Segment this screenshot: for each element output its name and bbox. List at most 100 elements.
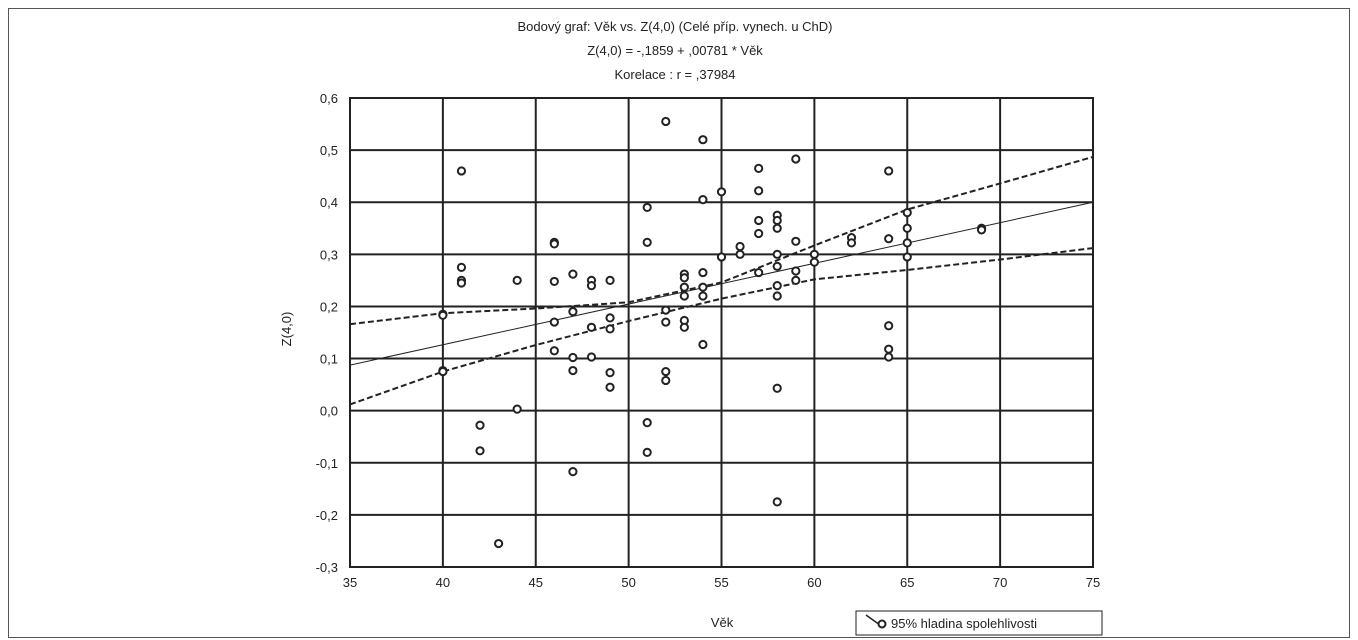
regression-line [349,201,1094,366]
y-tick-label: 0,1 [320,352,338,367]
data-point [884,352,894,362]
data-point [884,321,894,331]
data-point [772,249,782,259]
x-tick-label: 65 [900,575,914,590]
data-point [902,238,912,248]
data-point [661,305,671,315]
data-point [456,278,467,288]
y-axis-label: Z(4,0) [279,312,294,347]
data-point [809,249,819,259]
data-point [754,215,764,226]
data-point [605,324,615,334]
data-point [772,223,782,233]
legend-marker-icon [877,619,887,629]
data-point [679,322,689,332]
data-point [456,166,467,176]
data-point [568,365,578,376]
data-point [772,281,782,291]
data-point [846,238,857,248]
y-tick-label: -0,3 [316,560,338,575]
x-tick-label: 35 [343,575,357,590]
y-tick-label: 0,5 [320,143,338,158]
data-point [605,275,615,285]
x-tick-label: 75 [1086,575,1100,590]
chart-frame [8,8,1350,638]
data-point [661,375,671,386]
data-point [884,234,894,244]
data-point [605,313,615,323]
data-point [902,252,912,262]
legend: 95% hladina spolehlivosti [855,610,1103,636]
y-tick-label: 0,6 [320,91,338,106]
chart-title: Bodový graf: Věk vs. Z(4,0) (Celé příp. … [517,19,832,34]
y-tick-label: -0,1 [316,456,338,471]
data-point [809,257,819,267]
data-point [586,322,597,332]
data-point [716,187,727,197]
data-point [754,267,764,278]
confidence-band [349,155,1094,406]
data-points [438,116,987,549]
data-point [735,249,745,259]
legend-box [855,610,1103,636]
x-tick-label: 55 [714,575,728,590]
data-point [698,339,708,350]
data-point [716,252,727,262]
data-point [586,281,597,291]
confidence-band-upper [349,155,1094,326]
data-point [772,261,782,271]
correlation-annotation: Korelace : r = ,37984 [614,67,735,82]
y-tick-label: 0,4 [320,195,338,210]
data-point [698,291,708,301]
y-tick-label: 0,0 [320,404,338,419]
data-point [679,282,689,292]
data-point [568,307,578,317]
x-axis-ticks: 35 40 45 50 55 60 65 70 75 [343,575,1100,590]
data-point [698,195,708,205]
data-point [902,223,912,233]
data-point [754,228,764,239]
data-point [698,267,708,278]
x-tick-label: 70 [993,575,1007,590]
data-point [438,366,448,377]
data-point [568,269,578,279]
data-point [512,275,522,285]
data-point [605,382,615,392]
data-point [586,352,597,362]
x-tick-label: 60 [807,575,821,590]
data-point [549,346,559,356]
data-point [754,186,764,196]
data-point [642,237,652,247]
x-tick-label: 40 [436,575,450,590]
data-point [698,135,708,145]
plot-area-border [349,97,1094,568]
data-point [549,239,559,249]
data-point [791,275,801,285]
data-point [698,282,708,292]
data-point [976,225,987,235]
y-tick-label: 0,2 [320,299,338,314]
data-point [549,317,559,327]
x-axis-label: Věk [711,615,734,630]
data-point [512,404,522,414]
legend-label: 95% hladina spolehlivosti [891,616,1037,631]
data-point [735,241,745,252]
data-point [661,366,671,377]
x-tick-label: 50 [621,575,635,590]
data-point [475,446,485,456]
x-tick-label: 45 [529,575,543,590]
data-point [791,266,801,276]
data-point [679,291,689,301]
data-point [679,273,689,283]
data-point [642,202,652,213]
data-point [661,116,671,127]
data-point [791,236,801,246]
data-point [884,166,894,176]
data-point [772,215,782,226]
data-point [661,317,671,327]
data-point [642,447,652,457]
y-tick-label: 0,3 [320,247,338,262]
data-point [754,163,764,173]
data-point [884,344,894,354]
